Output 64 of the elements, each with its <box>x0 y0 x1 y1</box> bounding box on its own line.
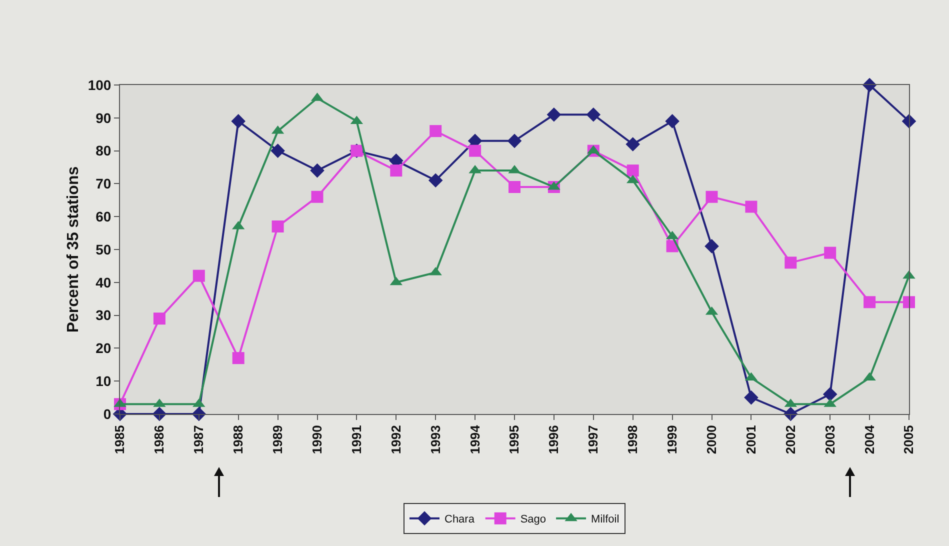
x-tick-label: 2003 <box>822 425 838 454</box>
y-tick-label: 80 <box>96 142 112 159</box>
point <box>507 134 522 148</box>
x-tick-label: 1986 <box>152 425 167 454</box>
y-tick-label: 0 <box>103 406 112 422</box>
y-tick-label: 30 <box>96 307 112 324</box>
point <box>744 390 758 405</box>
y-tick-label: 20 <box>96 340 112 356</box>
y-tick-label: 10 <box>96 373 112 389</box>
x-tick-label: 1990 <box>309 425 324 454</box>
x-tick-label: 1985 <box>112 425 128 454</box>
point <box>310 163 324 178</box>
point <box>665 114 680 128</box>
y-tick-label: 60 <box>96 208 112 224</box>
x-tick-label: 1993 <box>428 425 443 454</box>
y-axis-title: Percent of 35 stations <box>65 166 82 333</box>
x-tick-label: 1992 <box>388 425 404 454</box>
y-tick-label: 50 <box>96 241 112 258</box>
x-tick-label: 2000 <box>704 425 719 454</box>
point <box>586 107 601 122</box>
point <box>192 270 205 282</box>
point <box>428 173 443 188</box>
y-tick-label: 90 <box>96 110 112 126</box>
x-tick-label: 2002 <box>782 425 798 454</box>
point <box>745 200 758 213</box>
x-tick-label: 1991 <box>348 425 364 454</box>
x-tick-label: 1995 <box>506 425 522 454</box>
x-tick-label: 1988 <box>230 425 246 454</box>
point <box>704 239 719 254</box>
x-tick-label: 2001 <box>743 425 758 454</box>
x-tick-label: 1987 <box>191 425 206 454</box>
x-tick-label: 1999 <box>664 425 680 454</box>
x-tick-label: 1998 <box>625 425 640 454</box>
legend-label: Sago <box>520 514 546 526</box>
point <box>508 180 520 193</box>
point <box>231 114 246 128</box>
point <box>822 387 838 402</box>
point <box>272 220 284 232</box>
point <box>469 144 482 157</box>
x-tick-label: 1997 <box>586 425 601 454</box>
point <box>903 296 915 308</box>
x-tick-label: 2005 <box>901 425 916 454</box>
point <box>546 107 562 122</box>
point <box>232 352 244 364</box>
point <box>626 137 640 152</box>
x-tick-label: 1996 <box>546 425 562 454</box>
point <box>153 312 166 325</box>
x-tick-label: 1989 <box>270 425 286 454</box>
point <box>706 190 718 203</box>
x-tick-label: 2004 <box>862 424 877 454</box>
point <box>390 164 402 177</box>
y-tick-label: 100 <box>88 76 112 93</box>
point <box>430 125 442 138</box>
point <box>824 246 836 259</box>
legend-label: Chara <box>444 514 476 526</box>
y-tick-label: 40 <box>96 274 112 290</box>
x-tick-label: 1994 <box>467 424 482 454</box>
point <box>311 190 324 203</box>
legend-label: Milfoil <box>591 514 620 526</box>
point <box>784 256 797 269</box>
point <box>626 164 639 177</box>
point <box>864 296 876 308</box>
point <box>270 144 285 158</box>
y-tick-label: 70 <box>96 176 112 192</box>
